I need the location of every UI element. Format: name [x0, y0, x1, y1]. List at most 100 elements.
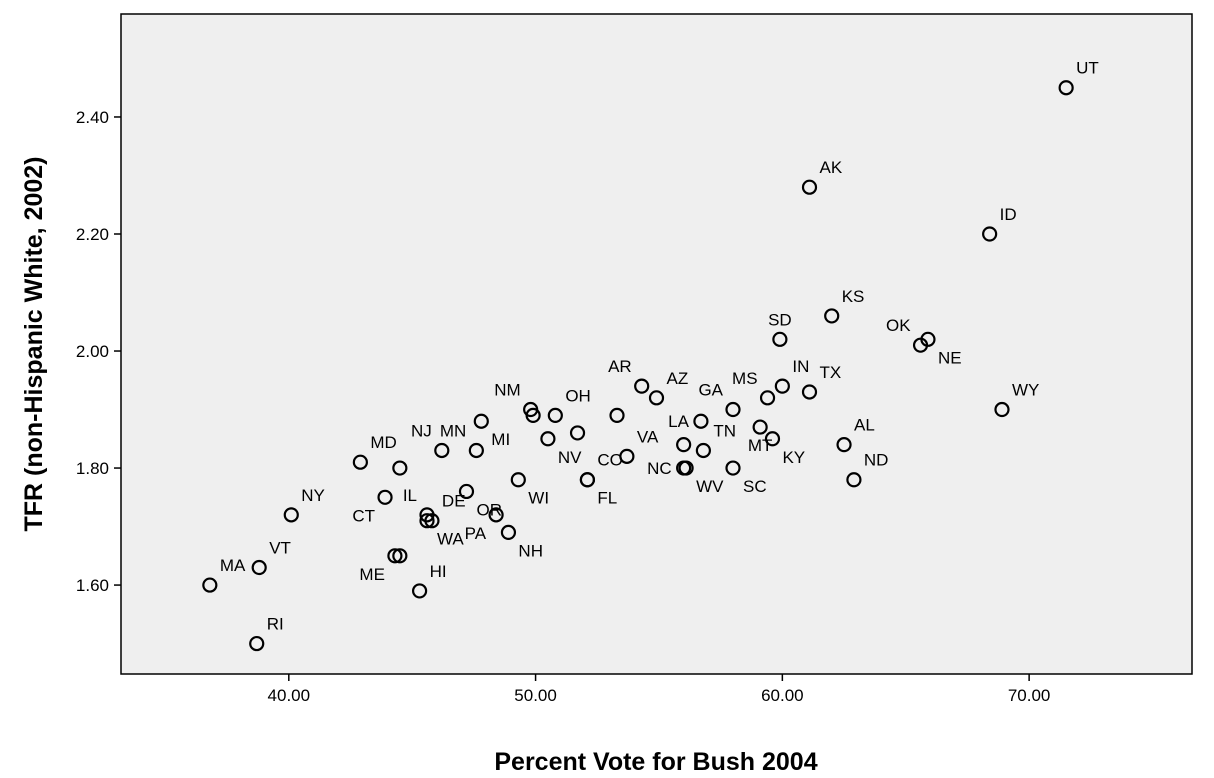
point-label: CT [352, 506, 375, 525]
data-point [540, 431, 556, 447]
point-label: NE [938, 348, 962, 367]
data-point [920, 331, 936, 347]
point-label: ME [359, 565, 385, 584]
data-point [772, 331, 788, 347]
point-label: WI [528, 489, 549, 508]
point-label: HI [430, 562, 447, 581]
data-point [510, 472, 526, 488]
data-point [846, 472, 862, 488]
point-label: DE [442, 492, 466, 511]
data-point [283, 507, 299, 523]
point-label: MT [748, 436, 773, 455]
point-label: TN [713, 421, 736, 440]
point-label: AK [820, 158, 843, 177]
data-point [547, 407, 563, 423]
y-tick-label: 2.00 [76, 342, 109, 361]
data-point [774, 378, 790, 394]
point-label: IN [792, 357, 809, 376]
data-point [569, 425, 586, 441]
point-label: LA [668, 412, 689, 431]
point-label: ND [864, 451, 889, 470]
point-label: IL [403, 486, 417, 505]
point-label: OH [565, 386, 591, 405]
data-point [648, 390, 665, 406]
data-point [824, 308, 840, 324]
x-axis-title: Percent Vote for Bush 2004 [494, 748, 817, 776]
data-point [392, 460, 408, 476]
x-axis: 40.00 50.00 60.00 70.00 [268, 674, 1051, 705]
data-point [387, 548, 403, 564]
point-label: KS [842, 287, 865, 306]
data-point [725, 401, 741, 418]
point-label: PA [465, 524, 487, 543]
point-label: NJ [411, 421, 432, 440]
y-axis: 1.60 1.80 2.00 2.20 2.40 [76, 108, 121, 595]
data-point [488, 507, 504, 523]
point-label: MN [440, 421, 466, 440]
point-label: RI [267, 615, 284, 634]
data-points: UT AK ID KS SD OK NE WY IN TX MS GA AR AZ OH NM VA CO FL NV… [202, 59, 1099, 652]
data-point [994, 401, 1010, 418]
data-point [458, 483, 475, 500]
data-point [801, 179, 818, 195]
point-label: WV [696, 477, 724, 496]
x-tick-label: 50.00 [514, 686, 557, 705]
data-point [619, 448, 635, 464]
x-tick-label: 60.00 [761, 686, 804, 705]
data-point [676, 437, 692, 453]
point-label: SC [743, 477, 767, 496]
data-point [352, 454, 368, 470]
y-tick-label: 2.40 [76, 108, 109, 127]
data-point [251, 559, 267, 576]
point-label: NY [301, 486, 325, 505]
data-point [377, 489, 393, 505]
data-point [678, 460, 694, 476]
point-label: NM [494, 381, 520, 400]
point-label: AR [608, 357, 632, 376]
data-point [609, 407, 625, 423]
point-label: TX [820, 363, 842, 382]
data-point [725, 460, 741, 476]
point-label: KY [782, 448, 805, 467]
data-point [411, 583, 428, 599]
data-point [500, 524, 517, 541]
data-point [836, 437, 852, 453]
y-tick-label: 1.80 [76, 459, 109, 478]
data-point [634, 378, 650, 394]
point-label: MA [220, 556, 246, 575]
x-tick-label: 70.00 [1008, 686, 1051, 705]
data-point [525, 407, 541, 423]
point-label: GA [698, 381, 723, 400]
point-label: VT [269, 539, 291, 558]
plot-area [120, 13, 1193, 675]
data-point [473, 413, 489, 429]
x-tick-label: 40.00 [268, 686, 311, 705]
point-label: SD [768, 310, 792, 329]
data-point [202, 577, 218, 593]
y-tick-label: 1.60 [76, 576, 109, 595]
point-label: MD [370, 433, 396, 452]
data-point [693, 413, 709, 429]
point-label: AL [854, 416, 875, 435]
data-point [468, 442, 484, 459]
data-point [752, 419, 768, 435]
point-label: WA [437, 530, 464, 549]
data-point [801, 384, 818, 400]
data-point [695, 442, 711, 459]
data-point [764, 431, 781, 447]
point-label: NV [558, 448, 582, 467]
point-label: MS [732, 369, 758, 388]
point-label: VA [637, 427, 659, 446]
point-label: ID [1000, 205, 1017, 224]
point-label: NH [518, 541, 543, 560]
data-point [982, 226, 998, 242]
point-label: FL [597, 489, 617, 508]
point-label: OK [886, 316, 911, 335]
point-label: UT [1076, 59, 1099, 78]
data-point [579, 472, 596, 488]
data-point [392, 548, 408, 564]
data-point [419, 513, 435, 529]
point-label: OR [476, 500, 502, 519]
point-label: CO [597, 451, 623, 470]
